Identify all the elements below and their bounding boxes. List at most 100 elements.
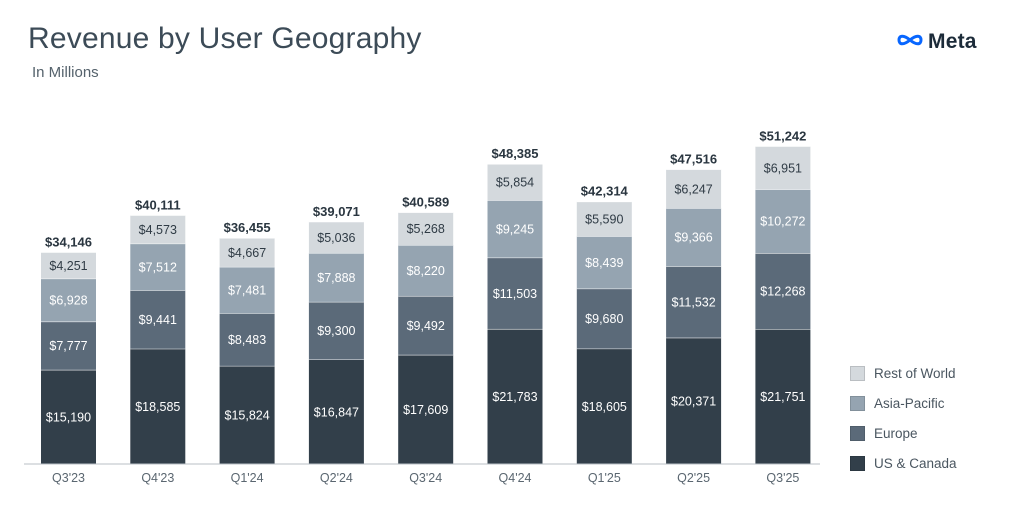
segment-value-label: $8,439: [585, 256, 623, 270]
bar-segment-rest-of-world: [487, 164, 543, 201]
legend-label: Rest of World: [874, 365, 956, 381]
legend-label: Europe: [874, 425, 918, 441]
bar-segment-us-canada: [576, 348, 632, 464]
bar-total-label: $47,516: [670, 151, 717, 166]
segment-value-label: $5,590: [585, 212, 623, 226]
bar-total-label: $36,455: [224, 220, 271, 235]
bar-segment-rest-of-world: [41, 252, 96, 279]
segment-value-label: $21,751: [760, 390, 805, 404]
x-tick-label: Q1'24: [231, 471, 264, 485]
x-tick-label: Q3'25: [766, 471, 799, 485]
segment-value-label: $5,036: [317, 231, 355, 245]
legend-swatch: [850, 365, 865, 381]
bar-segment-asia-pacific: [219, 266, 275, 314]
bar-segment-europe: [576, 288, 632, 349]
bar-segment-asia-pacific: [576, 236, 632, 289]
bar-segment-europe: [308, 301, 364, 360]
bar-total-label: $40,589: [402, 194, 449, 209]
x-tick-label: Q2'25: [677, 471, 710, 485]
bar-segment-us-canada: [398, 354, 454, 464]
segment-value-label: $7,888: [317, 271, 355, 285]
segment-value-label: $15,190: [46, 410, 91, 424]
segment-value-label: $6,928: [49, 294, 87, 308]
bar-segment-rest-of-world: [219, 237, 275, 267]
bar-segment-rest-of-world: [576, 201, 632, 237]
segment-value-label: $8,220: [407, 264, 445, 278]
segment-value-label: $7,512: [139, 260, 177, 274]
bar-segment-us-canada: [41, 369, 96, 464]
segment-value-label: $18,605: [582, 400, 627, 414]
bars-group: $15,190 $7,777 $6,928 $4,251 $34,146 $18,585 $…: [41, 128, 811, 464]
x-tick-label: Q3'23: [52, 471, 85, 485]
bar-total-label: $51,242: [759, 128, 806, 143]
bar-segment-europe: [755, 253, 811, 330]
x-tick-label: Q4'23: [141, 471, 174, 485]
x-tick-label: Q2'24: [320, 471, 353, 485]
legend-item: US & Canada: [850, 448, 957, 478]
legend-item: Asia-Pacific: [850, 388, 957, 418]
x-tick-label: Q3'24: [409, 471, 442, 485]
bar-total-label: $48,385: [492, 146, 539, 161]
bar-segment-rest-of-world: [398, 212, 454, 246]
segment-value-label: $4,573: [139, 223, 177, 237]
segment-value-label: $6,951: [764, 161, 802, 175]
segment-value-label: $9,300: [317, 324, 355, 338]
chart-title: Revenue by User Geography: [28, 22, 422, 55]
bar-segment-europe: [666, 266, 722, 338]
segment-value-label: $9,680: [585, 312, 623, 326]
legend: Rest of World Asia-Pacific Europe US & Cana…: [850, 358, 957, 478]
bar-segment-asia-pacific: [308, 252, 364, 302]
segment-value-label: $6,247: [674, 182, 712, 196]
segment-value-label: $15,824: [225, 408, 270, 422]
legend-label: US & Canada: [874, 455, 957, 471]
segment-value-label: $8,483: [228, 333, 266, 347]
bar-segment-europe: [487, 257, 543, 329]
bar-total-label: $39,071: [313, 204, 360, 219]
bar-segment-us-canada: [308, 359, 364, 464]
bar-total-label: $34,146: [45, 234, 92, 249]
bar-total-label: $42,314: [581, 184, 629, 199]
segment-value-label: $4,251: [49, 259, 87, 273]
legend-swatch: [850, 395, 865, 411]
bar-segment-us-canada: [130, 348, 186, 464]
bar-segment-asia-pacific: [487, 200, 543, 258]
bar-segment-us-canada: [755, 329, 811, 464]
meta-logo: Meta: [895, 30, 977, 54]
bar-segment-asia-pacific: [130, 243, 186, 291]
bar-segment-europe: [398, 295, 454, 355]
legend-swatch: [850, 455, 865, 471]
segment-value-label: $5,268: [407, 222, 445, 236]
bar-total-label: $40,111: [135, 197, 181, 212]
segment-value-label: $17,609: [403, 403, 448, 417]
x-tick-label: Q4'24: [499, 471, 532, 485]
segment-value-label: $11,532: [671, 295, 715, 309]
segment-value-label: $9,245: [496, 222, 534, 236]
bar-segment-us-canada: [487, 328, 543, 464]
segment-value-label: $7,777: [49, 339, 87, 353]
bar-segment-rest-of-world: [308, 221, 364, 253]
segment-value-label: $9,441: [139, 313, 177, 327]
legend-label: Asia-Pacific: [874, 395, 945, 411]
bar-segment-rest-of-world: [666, 169, 722, 209]
bar-segment-rest-of-world: [130, 215, 186, 244]
segment-value-label: $9,492: [407, 319, 445, 333]
x-axis-ticks: Q3'23 Q4'23 Q1'24 Q2'24 Q3'24 Q4'24 Q1'25 Q2'25…: [52, 471, 799, 485]
segment-value-label: $7,481: [228, 284, 266, 298]
segment-value-label: $21,783: [492, 390, 537, 404]
legend-item: Europe: [850, 418, 957, 448]
bar-segment-asia-pacific: [41, 278, 96, 322]
bar-segment-europe: [219, 313, 275, 366]
x-tick-label: Q1'25: [588, 471, 621, 485]
segment-value-label: $18,585: [135, 400, 180, 414]
segment-value-label: $10,272: [760, 215, 805, 229]
segment-value-label: $11,503: [493, 287, 537, 301]
segment-value-label: $12,268: [760, 285, 805, 299]
bar-segment-europe: [41, 321, 96, 370]
bar-segment-rest-of-world: [755, 146, 811, 190]
legend-swatch: [850, 425, 865, 441]
bar-segment-us-canada: [666, 337, 722, 464]
bar-segment-europe: [130, 290, 186, 349]
bar-segment-asia-pacific: [755, 189, 811, 254]
legend-item: Rest of World: [850, 358, 957, 388]
